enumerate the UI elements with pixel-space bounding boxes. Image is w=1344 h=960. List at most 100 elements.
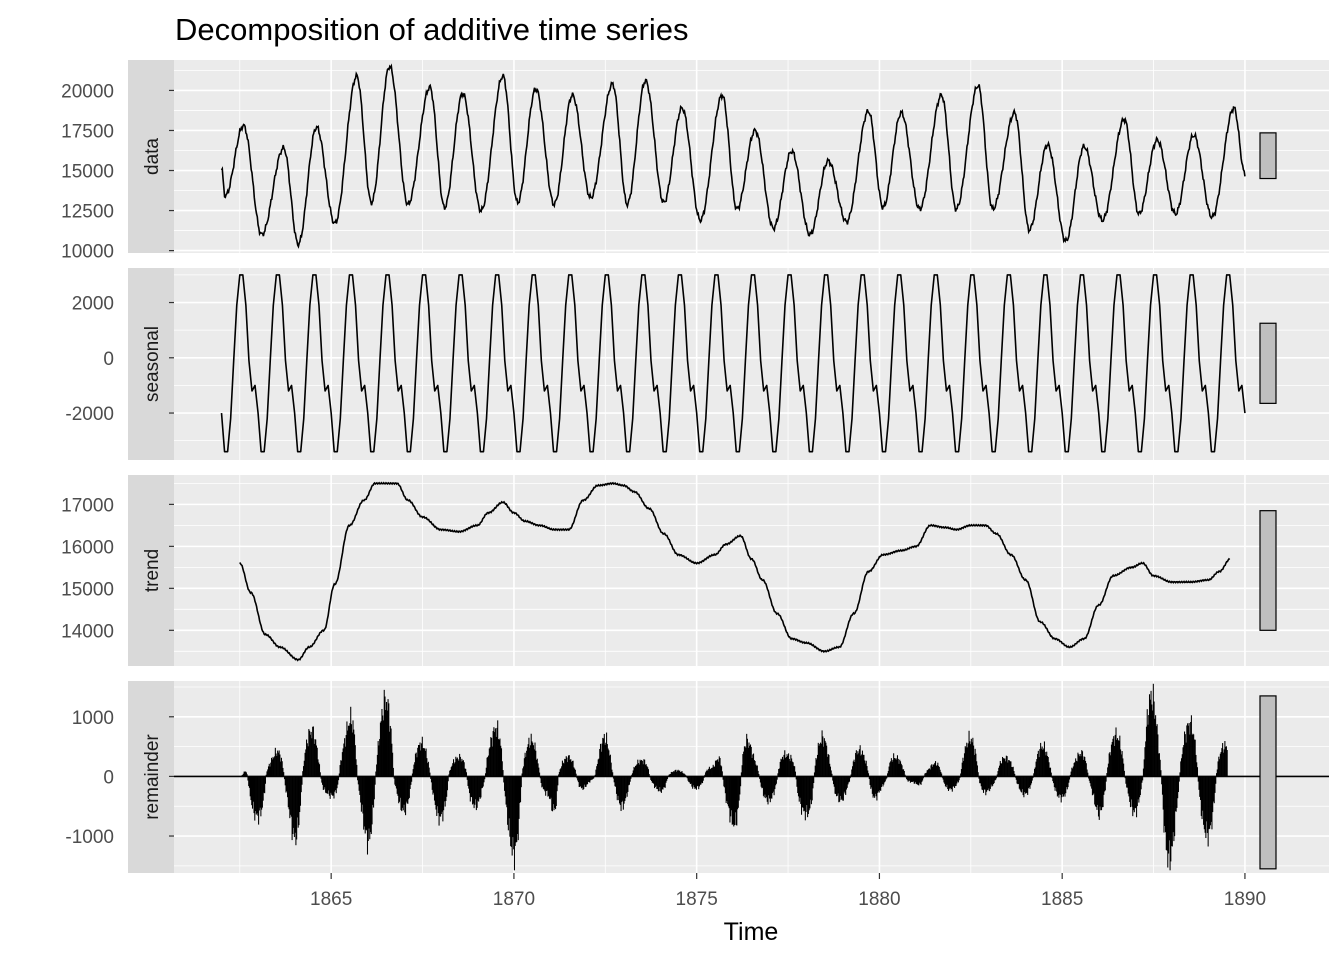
remainder-bar	[821, 730, 823, 777]
remainder-bar	[443, 776, 445, 811]
remainder-bar	[357, 776, 359, 781]
remainder-bar	[310, 731, 312, 777]
remainder-bar	[448, 774, 450, 777]
remainder-bar	[662, 776, 664, 790]
remainder-bar	[753, 759, 755, 777]
remainder-bar	[765, 776, 768, 797]
remainder-bar	[781, 759, 783, 777]
remainder-bar	[412, 769, 414, 777]
remainder-bar	[738, 776, 740, 801]
series-line-data	[220, 63, 1246, 249]
remainder-bar	[522, 768, 524, 777]
remainder-bar	[1081, 750, 1083, 777]
remainder-bar	[457, 759, 459, 777]
remainder-bar	[1115, 727, 1117, 777]
remainder-bar	[401, 776, 403, 812]
remainder-bar	[371, 776, 373, 825]
remainder-bar	[931, 766, 934, 777]
strip-trend	[128, 475, 174, 666]
y-tick-label: 15000	[61, 162, 114, 183]
remainder-bar	[547, 776, 549, 797]
remainder-bar	[1138, 776, 1140, 803]
remainder-bar	[1078, 756, 1080, 777]
remainder-bar	[289, 776, 291, 819]
remainder-bar	[317, 759, 319, 777]
remainder-bar	[502, 770, 504, 777]
remainder-bar	[1072, 768, 1074, 777]
remainder-bar	[572, 760, 574, 777]
remainder-bar	[880, 776, 883, 787]
remainder-bar	[255, 776, 257, 812]
remainder-bar	[243, 771, 245, 777]
remainder-bar	[1131, 776, 1133, 807]
remainder-bar	[903, 769, 905, 777]
remainder-bar	[462, 760, 464, 777]
remainder-bar	[1082, 759, 1084, 777]
remainder-bar	[1220, 752, 1222, 777]
remainder-bar	[1081, 751, 1084, 777]
remainder-bar	[1044, 751, 1046, 777]
remainder-bar	[309, 730, 311, 777]
remainder-bar	[1094, 776, 1096, 805]
remainder-bar	[686, 776, 688, 778]
remainder-bar	[287, 776, 289, 808]
remainder-bar	[430, 776, 432, 783]
remainder-bar	[939, 769, 941, 777]
remainder-bar	[300, 776, 302, 793]
remainder-bar	[833, 776, 835, 787]
y-tick-label: 14000	[61, 621, 114, 642]
remainder-bar	[896, 755, 898, 777]
remainder-bar	[379, 739, 381, 777]
remainder-bar	[571, 760, 573, 777]
x-tick-label: 1890	[1224, 889, 1266, 910]
remainder-bar	[446, 776, 448, 797]
remainder-bar	[1046, 751, 1048, 777]
remainder-bar	[670, 772, 672, 777]
remainder-bar	[806, 776, 808, 806]
remainder-bar	[927, 769, 929, 777]
remainder-bar	[859, 745, 861, 777]
remainder-bar	[813, 772, 815, 777]
remainder-bar	[870, 776, 872, 789]
remainder-bar	[372, 776, 374, 805]
remainder-bar	[573, 767, 575, 777]
remainder-bar	[1219, 759, 1221, 777]
remainder-bar	[982, 776, 985, 793]
remainder-bar	[424, 748, 426, 777]
remainder-bar	[714, 760, 717, 777]
remainder-bar	[1091, 776, 1093, 796]
remainder-bar	[1008, 760, 1010, 777]
remainder-bar	[298, 776, 300, 826]
remainder-bar	[928, 768, 930, 777]
remainder-bar	[647, 769, 649, 777]
remainder-bar	[337, 776, 339, 785]
remainder-bar	[1132, 776, 1134, 817]
remainder-bar	[326, 776, 328, 794]
remainder-bar	[417, 745, 420, 777]
remainder-bar	[949, 776, 951, 790]
remainder-bar	[1056, 776, 1058, 792]
remainder-bar	[816, 759, 818, 777]
remainder-bar	[957, 776, 959, 783]
remainder-bar	[1182, 747, 1184, 777]
remainder-bar	[456, 758, 458, 777]
remainder-bar	[732, 776, 734, 825]
remainder-bar	[990, 776, 992, 785]
remainder-bar	[765, 776, 767, 799]
remainder-bar	[1092, 776, 1094, 795]
remainder-bar	[1190, 715, 1192, 777]
remainder-bar	[1086, 769, 1088, 777]
remainder-bar	[299, 776, 302, 806]
remainder-bar	[653, 776, 655, 784]
range-bar-seasonal	[1259, 322, 1277, 404]
remainder-bar	[710, 768, 712, 777]
remainder-bar	[519, 776, 521, 803]
remainder-bar	[892, 759, 894, 777]
remainder-bar	[370, 776, 372, 835]
remainder-bar	[729, 776, 731, 823]
remainder-bar	[1152, 710, 1154, 777]
remainder-bar	[1206, 776, 1208, 833]
remainder-bar	[345, 735, 347, 777]
remainder-bar	[987, 776, 989, 791]
remainder-bar	[1147, 724, 1149, 777]
